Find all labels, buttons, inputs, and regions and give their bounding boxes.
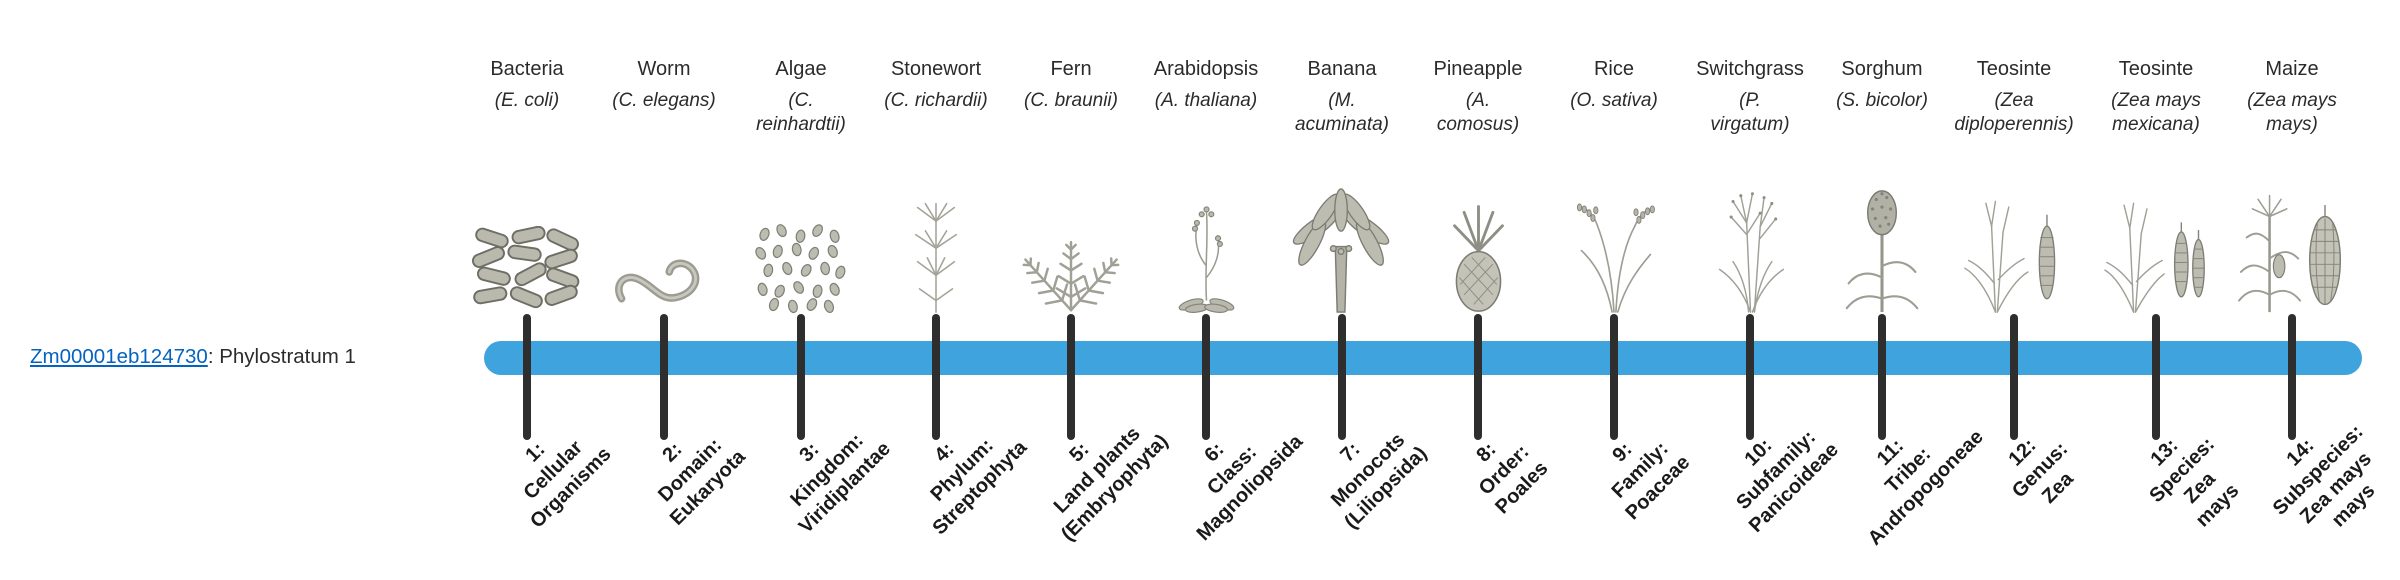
timeline-tick: [1067, 314, 1075, 440]
organism-column-worm: Worm (C. elegans) 2: Domain: Eukaryota: [589, 0, 750, 580]
organism-scientific-name: (O. sativa): [1570, 90, 1658, 111]
organism-common-name: Bacteria: [490, 58, 564, 80]
pineapple-icon: [1398, 176, 1558, 314]
timeline-tick: [1878, 314, 1886, 440]
organism-column-teosinte-mexicana: Teosinte (Zea mays mexicana): [2081, 0, 2243, 580]
organism-column-switchgrass: Switchgrass (P. virgatum): [1675, 0, 1843, 580]
stonewort-icon: [856, 176, 1016, 314]
arabidopsis-icon: [1126, 176, 1286, 314]
stratum-label-14: 14: Subspecies: Zea mays mays: [2268, 420, 2380, 532]
organism-common-name: Teosinte: [1976, 58, 2052, 80]
organism-column-bacteria: Bacteria (E. coli): [452, 0, 616, 580]
organism-scientific-name: (A. comosus): [1436, 90, 1520, 135]
teosinte-diploperennis-icon: [1934, 176, 2094, 314]
timeline-tick: [2288, 314, 2296, 440]
teosinte-mexicana-icon: [2076, 176, 2236, 314]
organism-column-maize: Maize (Zea mays mays): [2217, 0, 2379, 580]
organism-common-name: Fern: [1050, 58, 1092, 80]
phylostratum-label: : Phylostratum 1: [207, 345, 356, 368]
timeline-tick: [797, 314, 805, 440]
organism-common-name: Arabidopsis: [1153, 58, 1259, 80]
timeline-bar: [484, 341, 2362, 375]
organism-scientific-name: (M. acuminata): [1295, 90, 1389, 135]
organism-common-name: Rice: [1593, 58, 1634, 80]
organism-common-name: Banana: [1307, 58, 1377, 80]
timeline-tick: [2152, 314, 2160, 440]
organism-column-fern: Fern (C. braunii): [996, 0, 1173, 580]
timeline-tick: [1610, 314, 1618, 440]
organism-column-arabidopsis: Arabidopsis (A. thaliana): [1131, 0, 1307, 580]
organism-common-name: Maize: [2265, 58, 2319, 80]
maize-icon: [2212, 176, 2372, 314]
organism-common-name: Stonewort: [890, 58, 982, 80]
organism-column-algae: Algae (C. reinhardtii): [726, 0, 895, 580]
timeline-tick: [660, 314, 668, 440]
organism-common-name: Algae: [775, 58, 827, 80]
organism-column-rice: Rice (O. sativa): [1539, 0, 1694, 580]
timeline-tick: [1746, 314, 1754, 440]
organism-scientific-name: (A. thaliana): [1154, 90, 1258, 111]
organism-scientific-name: (Zea mays mays): [2247, 90, 2337, 135]
organism-common-name: Worm: [637, 58, 691, 80]
organism-column-banana: Banana (M. acuminata) 7: Monocots (Lilio…: [1267, 0, 1431, 580]
timeline-tick: [523, 314, 531, 440]
organism-column-stonewort: Stonewort (C. richardii) 4: Phylum: Stre…: [861, 0, 1031, 580]
timeline-tick: [932, 314, 940, 440]
organism-scientific-name: (P. virgatum): [1710, 90, 1790, 135]
gene-id-link[interactable]: Zm00001eb124730: [30, 345, 208, 368]
organism-column-teosinte-diploperennis: Teosinte (Zea diploperennis): [1939, 0, 2089, 580]
organism-scientific-name: (C. elegans): [612, 90, 716, 111]
sorghum-icon: [1802, 176, 1962, 314]
worm-icon: [584, 176, 744, 314]
organism-common-name: Switchgrass: [1696, 58, 1804, 80]
organism-scientific-name: (C. reinhardtii): [756, 90, 846, 135]
organism-common-name: Sorghum: [1841, 58, 1923, 80]
rice-icon: [1534, 176, 1694, 314]
organism-scientific-name: (Zea diploperennis): [1954, 90, 2074, 135]
algae-icon: [721, 176, 881, 314]
organism-scientific-name: (S. bicolor): [1836, 90, 1928, 111]
timeline-tick: [1338, 314, 1346, 440]
organism-scientific-name: (E. coli): [494, 90, 560, 111]
timeline-tick: [1474, 314, 1482, 440]
gene-label: Zm00001eb124730: Phylostratum 1: [30, 345, 356, 369]
organism-column-pineapple: Pineapple (A. comosus) 8: Order: Poales: [1403, 0, 1553, 580]
switchgrass-icon: [1670, 176, 1830, 314]
organism-scientific-name: (C. richardii): [884, 90, 988, 111]
timeline-tick: [1202, 314, 1210, 440]
banana-icon: [1262, 176, 1422, 314]
bacteria-icon: [447, 176, 607, 314]
organism-scientific-name: (C. braunii): [1024, 90, 1118, 111]
organism-common-name: Teosinte: [2118, 58, 2194, 80]
organism-column-sorghum: Sorghum (S. bicolor): [1807, 0, 1988, 580]
organism-scientific-name: (Zea mays mexicana): [2111, 90, 2201, 135]
organism-common-name: Pineapple: [1433, 58, 1523, 80]
timeline-tick: [2010, 314, 2018, 440]
